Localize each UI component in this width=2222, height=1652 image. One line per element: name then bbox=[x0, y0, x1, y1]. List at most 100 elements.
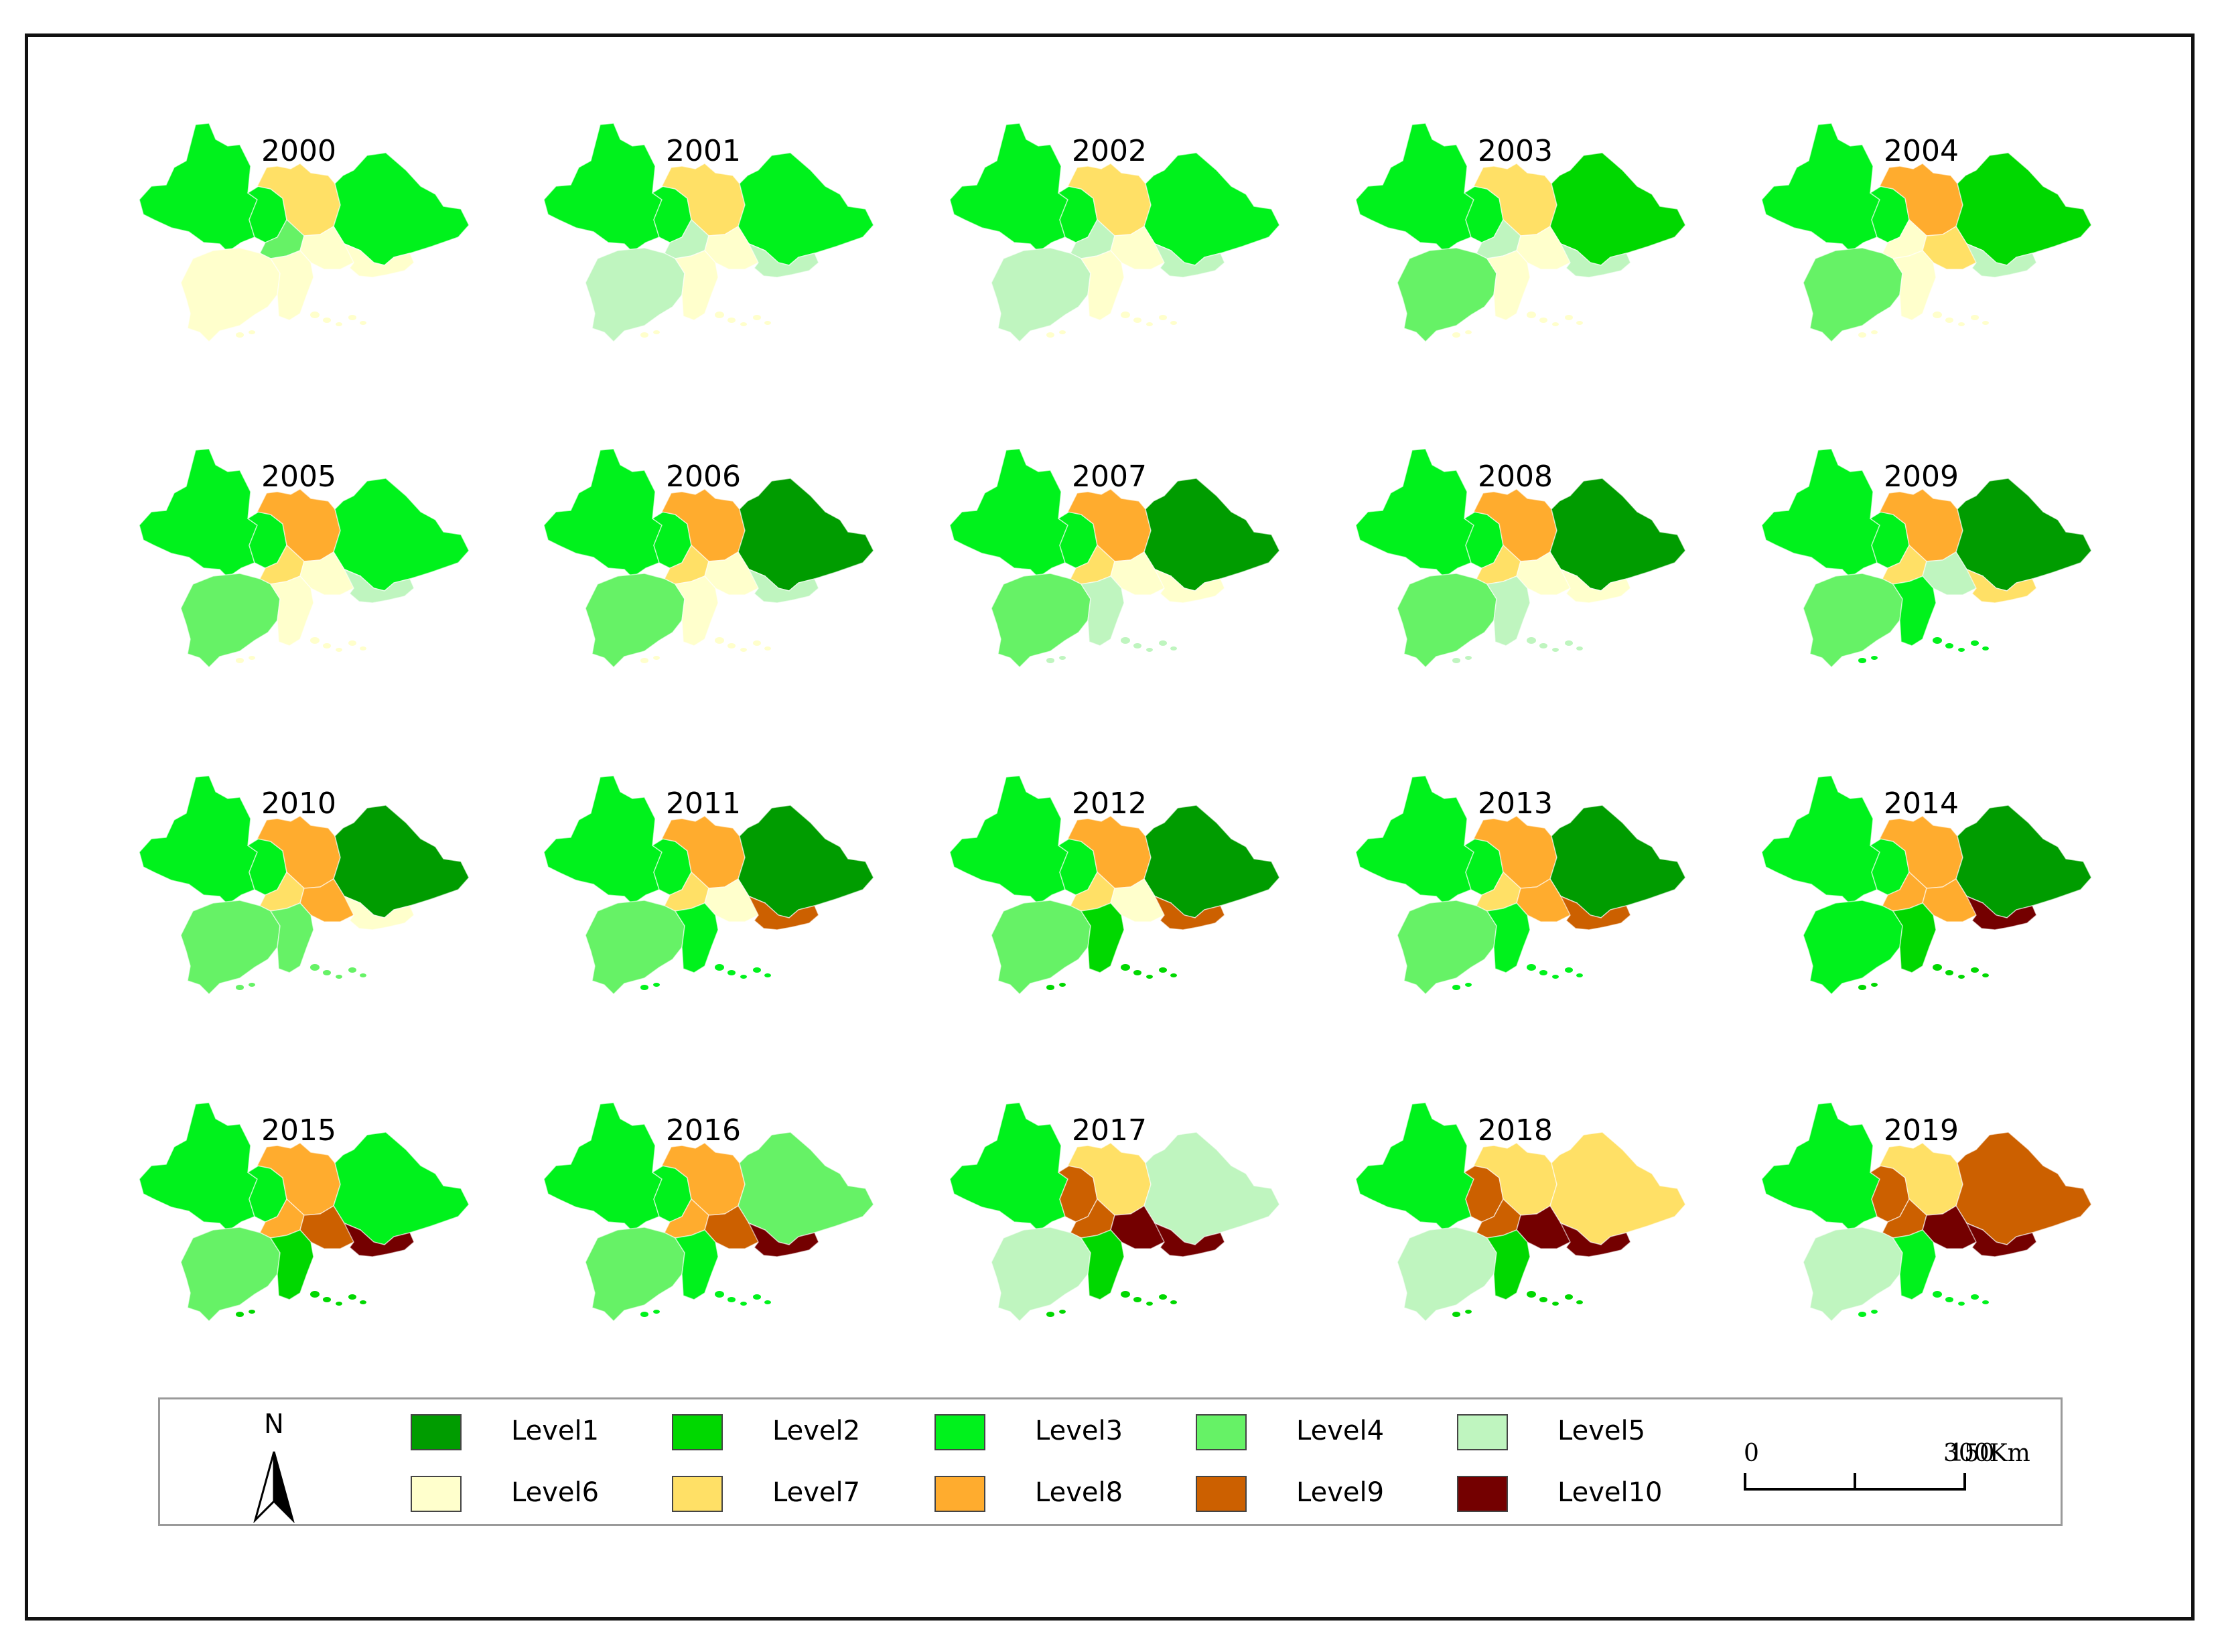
map-panel-2007: 2007 bbox=[949, 448, 1280, 669]
map-island bbox=[236, 985, 244, 990]
map-island bbox=[727, 1297, 736, 1302]
legend-swatch bbox=[1196, 1476, 1247, 1512]
map-region bbox=[748, 1222, 819, 1257]
map-region bbox=[1803, 900, 1903, 995]
map-panel-2004: 2004 bbox=[1761, 123, 2092, 343]
map-region bbox=[139, 1102, 258, 1232]
map-island bbox=[1871, 656, 1878, 660]
map-island bbox=[1059, 656, 1066, 660]
map-island bbox=[1982, 646, 1989, 650]
north-arrow: N bbox=[240, 1409, 307, 1523]
map-island bbox=[727, 970, 736, 975]
map-panel-2010: 2010 bbox=[139, 775, 470, 995]
map-island bbox=[1121, 1291, 1130, 1298]
map-panel-2008: 2008 bbox=[1355, 448, 1686, 669]
map-island bbox=[1982, 1300, 1989, 1304]
map-region bbox=[1080, 1229, 1125, 1300]
map-panel-2019: 2019 bbox=[1761, 1102, 2092, 1322]
map-island bbox=[1945, 1297, 1953, 1302]
legend-label: Level6 bbox=[511, 1477, 600, 1508]
figure-frame bbox=[25, 33, 2195, 1621]
scale-tick-label: 300Km bbox=[1943, 1440, 2030, 1467]
map-island bbox=[1858, 658, 1866, 663]
year-label: 2007 bbox=[1072, 460, 1147, 494]
legend-swatch bbox=[934, 1414, 985, 1450]
map-panel-2014: 2014 bbox=[1761, 775, 2092, 995]
map-island bbox=[715, 964, 724, 971]
map-island bbox=[249, 656, 255, 660]
map-region bbox=[991, 900, 1091, 995]
map-island bbox=[1527, 964, 1536, 971]
map-island bbox=[1159, 640, 1167, 646]
map-region bbox=[991, 1227, 1091, 1322]
map-island bbox=[1527, 312, 1536, 318]
map-region bbox=[139, 448, 258, 578]
map-island bbox=[360, 646, 366, 650]
map-region bbox=[139, 123, 258, 253]
map-region bbox=[180, 1227, 281, 1322]
map-region bbox=[949, 123, 1068, 253]
map-island bbox=[310, 964, 320, 971]
map-region bbox=[1355, 123, 1474, 253]
map-island bbox=[753, 1294, 761, 1300]
map-region bbox=[585, 900, 685, 995]
map-region bbox=[1761, 448, 1880, 578]
map-panel-2009: 2009 bbox=[1761, 448, 2092, 669]
map-island bbox=[1971, 640, 1979, 646]
map-island bbox=[1452, 1312, 1460, 1317]
legend-label: Level2 bbox=[772, 1416, 861, 1446]
year-label: 2008 bbox=[1478, 460, 1553, 494]
map-island bbox=[653, 656, 660, 660]
map-island bbox=[753, 640, 761, 646]
map-island bbox=[1958, 648, 1965, 652]
map-island bbox=[740, 648, 747, 652]
map-island bbox=[1958, 322, 1965, 326]
map-region bbox=[1154, 243, 1225, 278]
map-island bbox=[727, 318, 736, 323]
map-panel-2006: 2006 bbox=[543, 448, 874, 669]
map-region bbox=[1892, 250, 1937, 321]
map-island bbox=[336, 322, 342, 326]
map-region bbox=[991, 573, 1091, 669]
map-region bbox=[748, 895, 819, 931]
map-island bbox=[1933, 312, 1942, 318]
map-region bbox=[1892, 1229, 1937, 1300]
map-panel-2016: 2016 bbox=[543, 1102, 874, 1322]
map-region bbox=[674, 575, 719, 646]
map-island bbox=[1933, 1291, 1942, 1298]
map-region bbox=[748, 568, 819, 604]
map-island bbox=[1465, 330, 1472, 334]
map-island bbox=[1858, 332, 1866, 338]
map-region bbox=[1397, 573, 1497, 669]
map-island bbox=[1565, 1294, 1573, 1300]
legend-panel: N Level1 Level2 Level3 Level4 Level5 Lev… bbox=[158, 1397, 2063, 1526]
map-island bbox=[1933, 964, 1942, 971]
map-island bbox=[1945, 970, 1953, 975]
north-arrow-label: N bbox=[264, 1409, 284, 1440]
map-region bbox=[585, 1227, 685, 1322]
map-region bbox=[1965, 243, 2037, 278]
map-island bbox=[348, 967, 356, 973]
map-panel-2002: 2002 bbox=[949, 123, 1280, 343]
legend-label: Level3 bbox=[1035, 1416, 1123, 1446]
legend-label: Level5 bbox=[1557, 1416, 1646, 1446]
map-island bbox=[1159, 315, 1167, 320]
map-island bbox=[740, 1302, 747, 1306]
map-island bbox=[764, 973, 771, 977]
legend-label: Level1 bbox=[511, 1416, 600, 1446]
map-island bbox=[1059, 330, 1066, 334]
map-island bbox=[323, 318, 331, 323]
map-island bbox=[249, 330, 255, 334]
year-label: 2014 bbox=[1884, 786, 1959, 821]
map-island bbox=[1146, 975, 1153, 979]
map-region bbox=[269, 902, 314, 973]
map-island bbox=[1565, 967, 1573, 973]
map-region bbox=[1154, 895, 1225, 931]
map-island bbox=[1121, 637, 1130, 644]
map-island bbox=[1159, 1294, 1167, 1300]
map-island bbox=[310, 1291, 320, 1298]
map-panel-2005: 2005 bbox=[139, 448, 470, 669]
map-region bbox=[139, 775, 258, 905]
year-label: 2013 bbox=[1478, 786, 1553, 821]
